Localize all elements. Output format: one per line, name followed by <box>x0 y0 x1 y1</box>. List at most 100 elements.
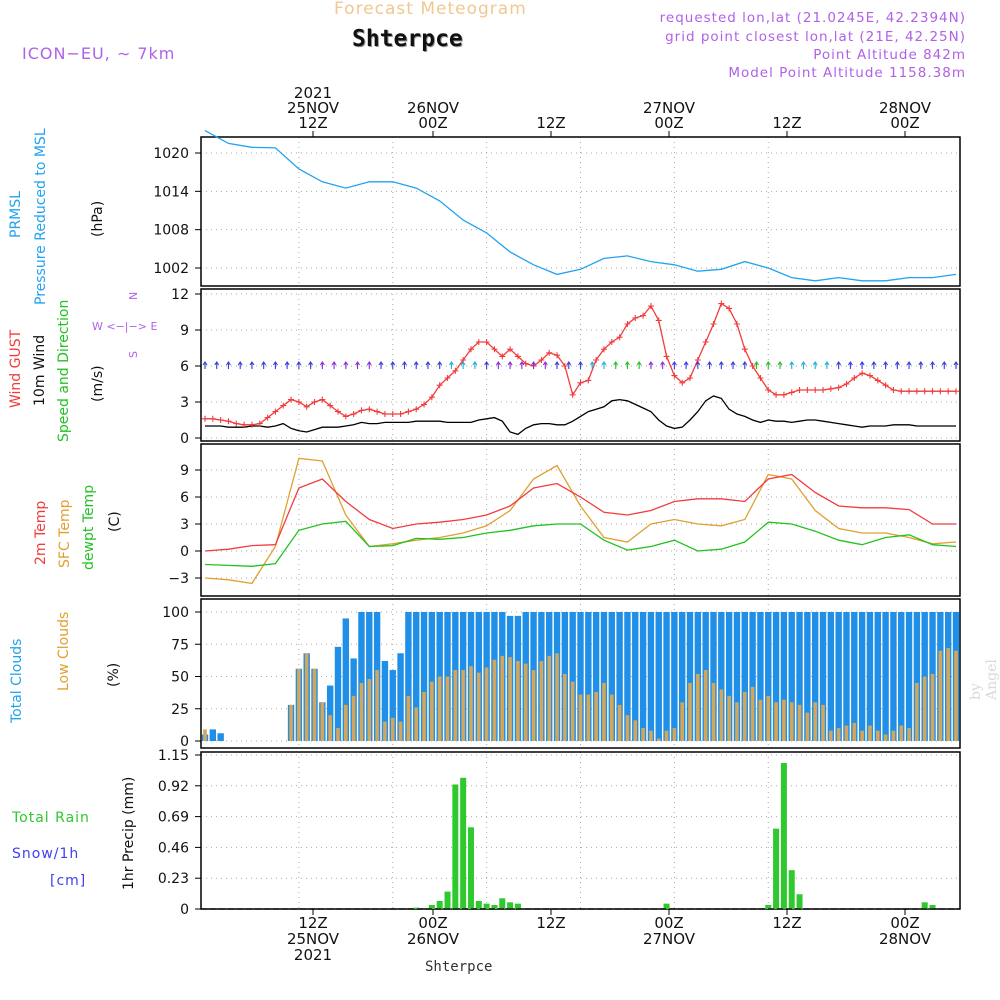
total-cloud-bar <box>819 612 827 741</box>
low-cloud-bar <box>946 648 950 741</box>
low-cloud-bar <box>766 695 771 741</box>
gust-marker <box>366 406 373 413</box>
low-cloud-bar <box>469 666 473 741</box>
total-cloud-bar <box>765 612 772 741</box>
gust-marker <box>217 417 224 423</box>
chart-title: Forecast Meteogram <box>334 0 527 19</box>
low-cloud-bar <box>805 712 810 741</box>
gust-marker <box>608 339 615 345</box>
panel-frame <box>200 598 961 749</box>
gust-marker <box>241 421 248 428</box>
gust-marker <box>874 377 881 384</box>
low-cloud-bar <box>484 667 489 741</box>
total-cloud-bar <box>616 612 623 741</box>
time-label-bottom: 12Z <box>298 914 327 932</box>
gust-marker <box>499 353 506 360</box>
gust-marker <box>256 420 263 427</box>
total-cloud-bar <box>725 612 733 741</box>
gust-marker <box>467 346 474 353</box>
total-cloud-bar <box>342 618 350 741</box>
gust-marker <box>507 346 514 353</box>
wind-arrow <box>495 361 501 369</box>
gust-marker <box>898 388 905 395</box>
total-cloud-bar <box>608 612 615 741</box>
wind-arrow <box>226 361 231 369</box>
gust-marker <box>452 367 459 374</box>
gust-marker <box>272 408 279 415</box>
total-cloud-bar <box>663 612 670 741</box>
gust-marker <box>225 418 232 425</box>
gust-marker <box>921 388 928 395</box>
low-cloud-bar <box>719 689 724 741</box>
total-cloud-bar <box>796 612 803 741</box>
low-cloud-bar <box>359 682 364 741</box>
wind-arrow <box>742 361 748 369</box>
wind-arrow <box>472 361 478 369</box>
wind-arrow <box>660 361 666 369</box>
total-cloud-bar <box>678 612 686 741</box>
low-cloud-bar <box>461 670 465 741</box>
gust-marker <box>288 396 295 403</box>
low-cloud-bar <box>375 670 379 741</box>
y-tick-label: 9 <box>180 463 189 479</box>
gust-marker <box>475 339 482 345</box>
wind-arrow <box>671 361 677 369</box>
gust-marker <box>679 379 686 386</box>
wind-arrow <box>812 361 818 369</box>
gust-marker <box>812 387 819 393</box>
y-tick-label: 100 <box>162 605 189 621</box>
y-tick-label: 0.23 <box>158 871 189 887</box>
total-cloud-bar <box>890 612 897 741</box>
low-cloud-bar <box>899 725 904 741</box>
total-cloud-bar <box>420 612 428 741</box>
low-cloud-bar <box>453 670 458 741</box>
rain-bar <box>507 902 514 909</box>
gust-marker <box>953 388 959 395</box>
wind-arrow <box>777 361 783 369</box>
y-tick-label: 0 <box>180 734 189 750</box>
y-tick-label: 0 <box>180 431 189 447</box>
gust-marker <box>209 415 216 422</box>
total-cloud-bar <box>639 612 647 741</box>
time-label-top: 26NOV <box>407 99 460 117</box>
low-cloud-bar <box>351 695 356 741</box>
low-cloud-bar <box>516 661 520 741</box>
low-cloud-bar <box>633 720 638 741</box>
gust-marker <box>843 381 850 387</box>
low-cloud-bar <box>641 728 645 741</box>
total-cloud-bar <box>585 612 592 741</box>
y-tick-label: 9 <box>180 323 189 339</box>
gust-marker <box>663 353 670 360</box>
gust-marker <box>295 399 302 405</box>
gust-marker <box>389 411 396 417</box>
total-cloud-bar <box>718 612 725 741</box>
total-cloud-bar <box>209 729 217 741</box>
wind-arrow <box>847 361 853 369</box>
low-cloud-bar <box>891 730 896 741</box>
y-tick-label: 1.15 <box>158 748 189 764</box>
wind-arrow <box>730 361 736 369</box>
low-cloud-bar <box>555 653 559 741</box>
wind-arrow <box>918 361 924 369</box>
gust-marker <box>702 339 709 345</box>
wind-arrow <box>906 361 912 369</box>
panel-frame <box>200 751 961 910</box>
low-cloud-bar <box>289 704 293 741</box>
low-cloud-bar <box>688 682 692 741</box>
y-tick-label: 1008 <box>153 223 189 239</box>
bottom-location: Shterpce <box>425 959 493 975</box>
gust-marker <box>397 411 404 417</box>
y-tick-label: 75 <box>171 637 189 653</box>
wind-arrow <box>284 361 290 369</box>
total-cloud-bar <box>843 612 850 741</box>
y-tick-label: 50 <box>171 670 189 686</box>
low-cloud-bar <box>735 702 739 741</box>
point-altitude: Point Altitude 842m <box>813 47 966 63</box>
rain-bar <box>444 891 451 909</box>
wind-arrow <box>859 361 865 369</box>
total-cloud-bar <box>358 612 365 741</box>
total-cloud-bar <box>811 612 819 741</box>
low-cloud-bar <box>938 650 943 741</box>
wind-arrow <box>718 361 724 369</box>
